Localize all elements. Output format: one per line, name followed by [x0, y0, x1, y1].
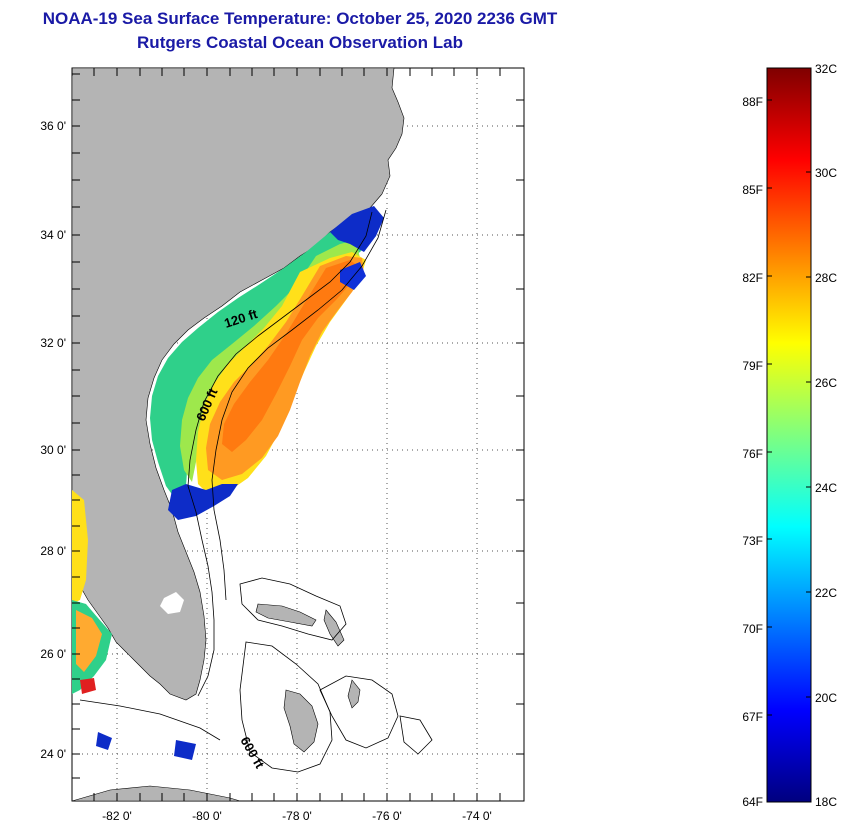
lon-label: -82 0' — [102, 809, 132, 823]
colorbar-celsius-labels: 32C 30C 28C 26C 24C 22C 20C 18C — [815, 62, 837, 809]
colorbar-fahrenheit-labels: 88F 85F 82F 79F 76F 73F 70F 67F 64F — [742, 95, 763, 809]
lon-label: -80 0' — [192, 809, 222, 823]
fahrenheit-label: 82F — [742, 271, 763, 285]
fahrenheit-label: 67F — [742, 710, 763, 724]
lat-label: 26 0' — [40, 647, 66, 661]
celsius-label: 28C — [815, 271, 837, 285]
fahrenheit-label: 76F — [742, 447, 763, 461]
fahrenheit-label: 85F — [742, 183, 763, 197]
fahrenheit-label: 70F — [742, 622, 763, 636]
lon-label: -76 0' — [372, 809, 402, 823]
lat-label: 34 0' — [40, 228, 66, 242]
celsius-label: 18C — [815, 795, 837, 809]
lon-labels: -82 0' -80 0' -78 0' -76 0' -74 0' — [102, 809, 492, 823]
land-bahamas-eleuthera — [347, 679, 361, 709]
lat-label: 28 0' — [40, 544, 66, 558]
celsius-label: 30C — [815, 166, 837, 180]
lake-okeechobee — [160, 592, 184, 614]
land-mass-us — [72, 68, 405, 701]
colorbar-ticks — [767, 99, 811, 716]
map-subtitle: Rutgers Coastal Ocean Observation Lab — [137, 33, 463, 52]
sst-data — [72, 206, 384, 760]
lat-label: 36 0' — [40, 119, 66, 133]
celsius-label: 32C — [815, 62, 837, 76]
colorbar: 88F 85F 82F 79F 76F 73F 70F 67F 64F 32C … — [742, 62, 837, 809]
celsius-label: 26C — [815, 376, 837, 390]
left-ticks — [72, 73, 80, 779]
lon-ticks — [71, 68, 501, 801]
fahrenheit-label: 79F — [742, 359, 763, 373]
lat-label: 32 0' — [40, 336, 66, 350]
fahrenheit-label: 88F — [742, 95, 763, 109]
land-bahamas-grand — [255, 603, 317, 627]
celsius-label: 22C — [815, 586, 837, 600]
celsius-label: 24C — [815, 481, 837, 495]
fahrenheit-label: 73F — [742, 534, 763, 548]
lat-labels: 36 0' 34 0' 32 0' 30 0' 28 0' 26 0' 24 0… — [40, 119, 66, 761]
map-title: NOAA-19 Sea Surface Temperature: October… — [42, 9, 558, 28]
lon-label: -78 0' — [282, 809, 312, 823]
celsius-label: 20C — [815, 691, 837, 705]
right-ticks — [516, 99, 524, 755]
fahrenheit-label: 64F — [742, 795, 763, 809]
land-bahamas-andros — [283, 689, 319, 753]
bathymetry-contours — [79, 209, 433, 773]
lat-label: 30 0' — [40, 443, 66, 457]
lon-label: -74 0' — [462, 809, 492, 823]
land-bahamas-abaco — [323, 609, 345, 647]
land-cuba — [72, 785, 241, 801]
colorbar-gradient — [766, 67, 812, 803]
lat-label: 24 0' — [40, 747, 66, 761]
